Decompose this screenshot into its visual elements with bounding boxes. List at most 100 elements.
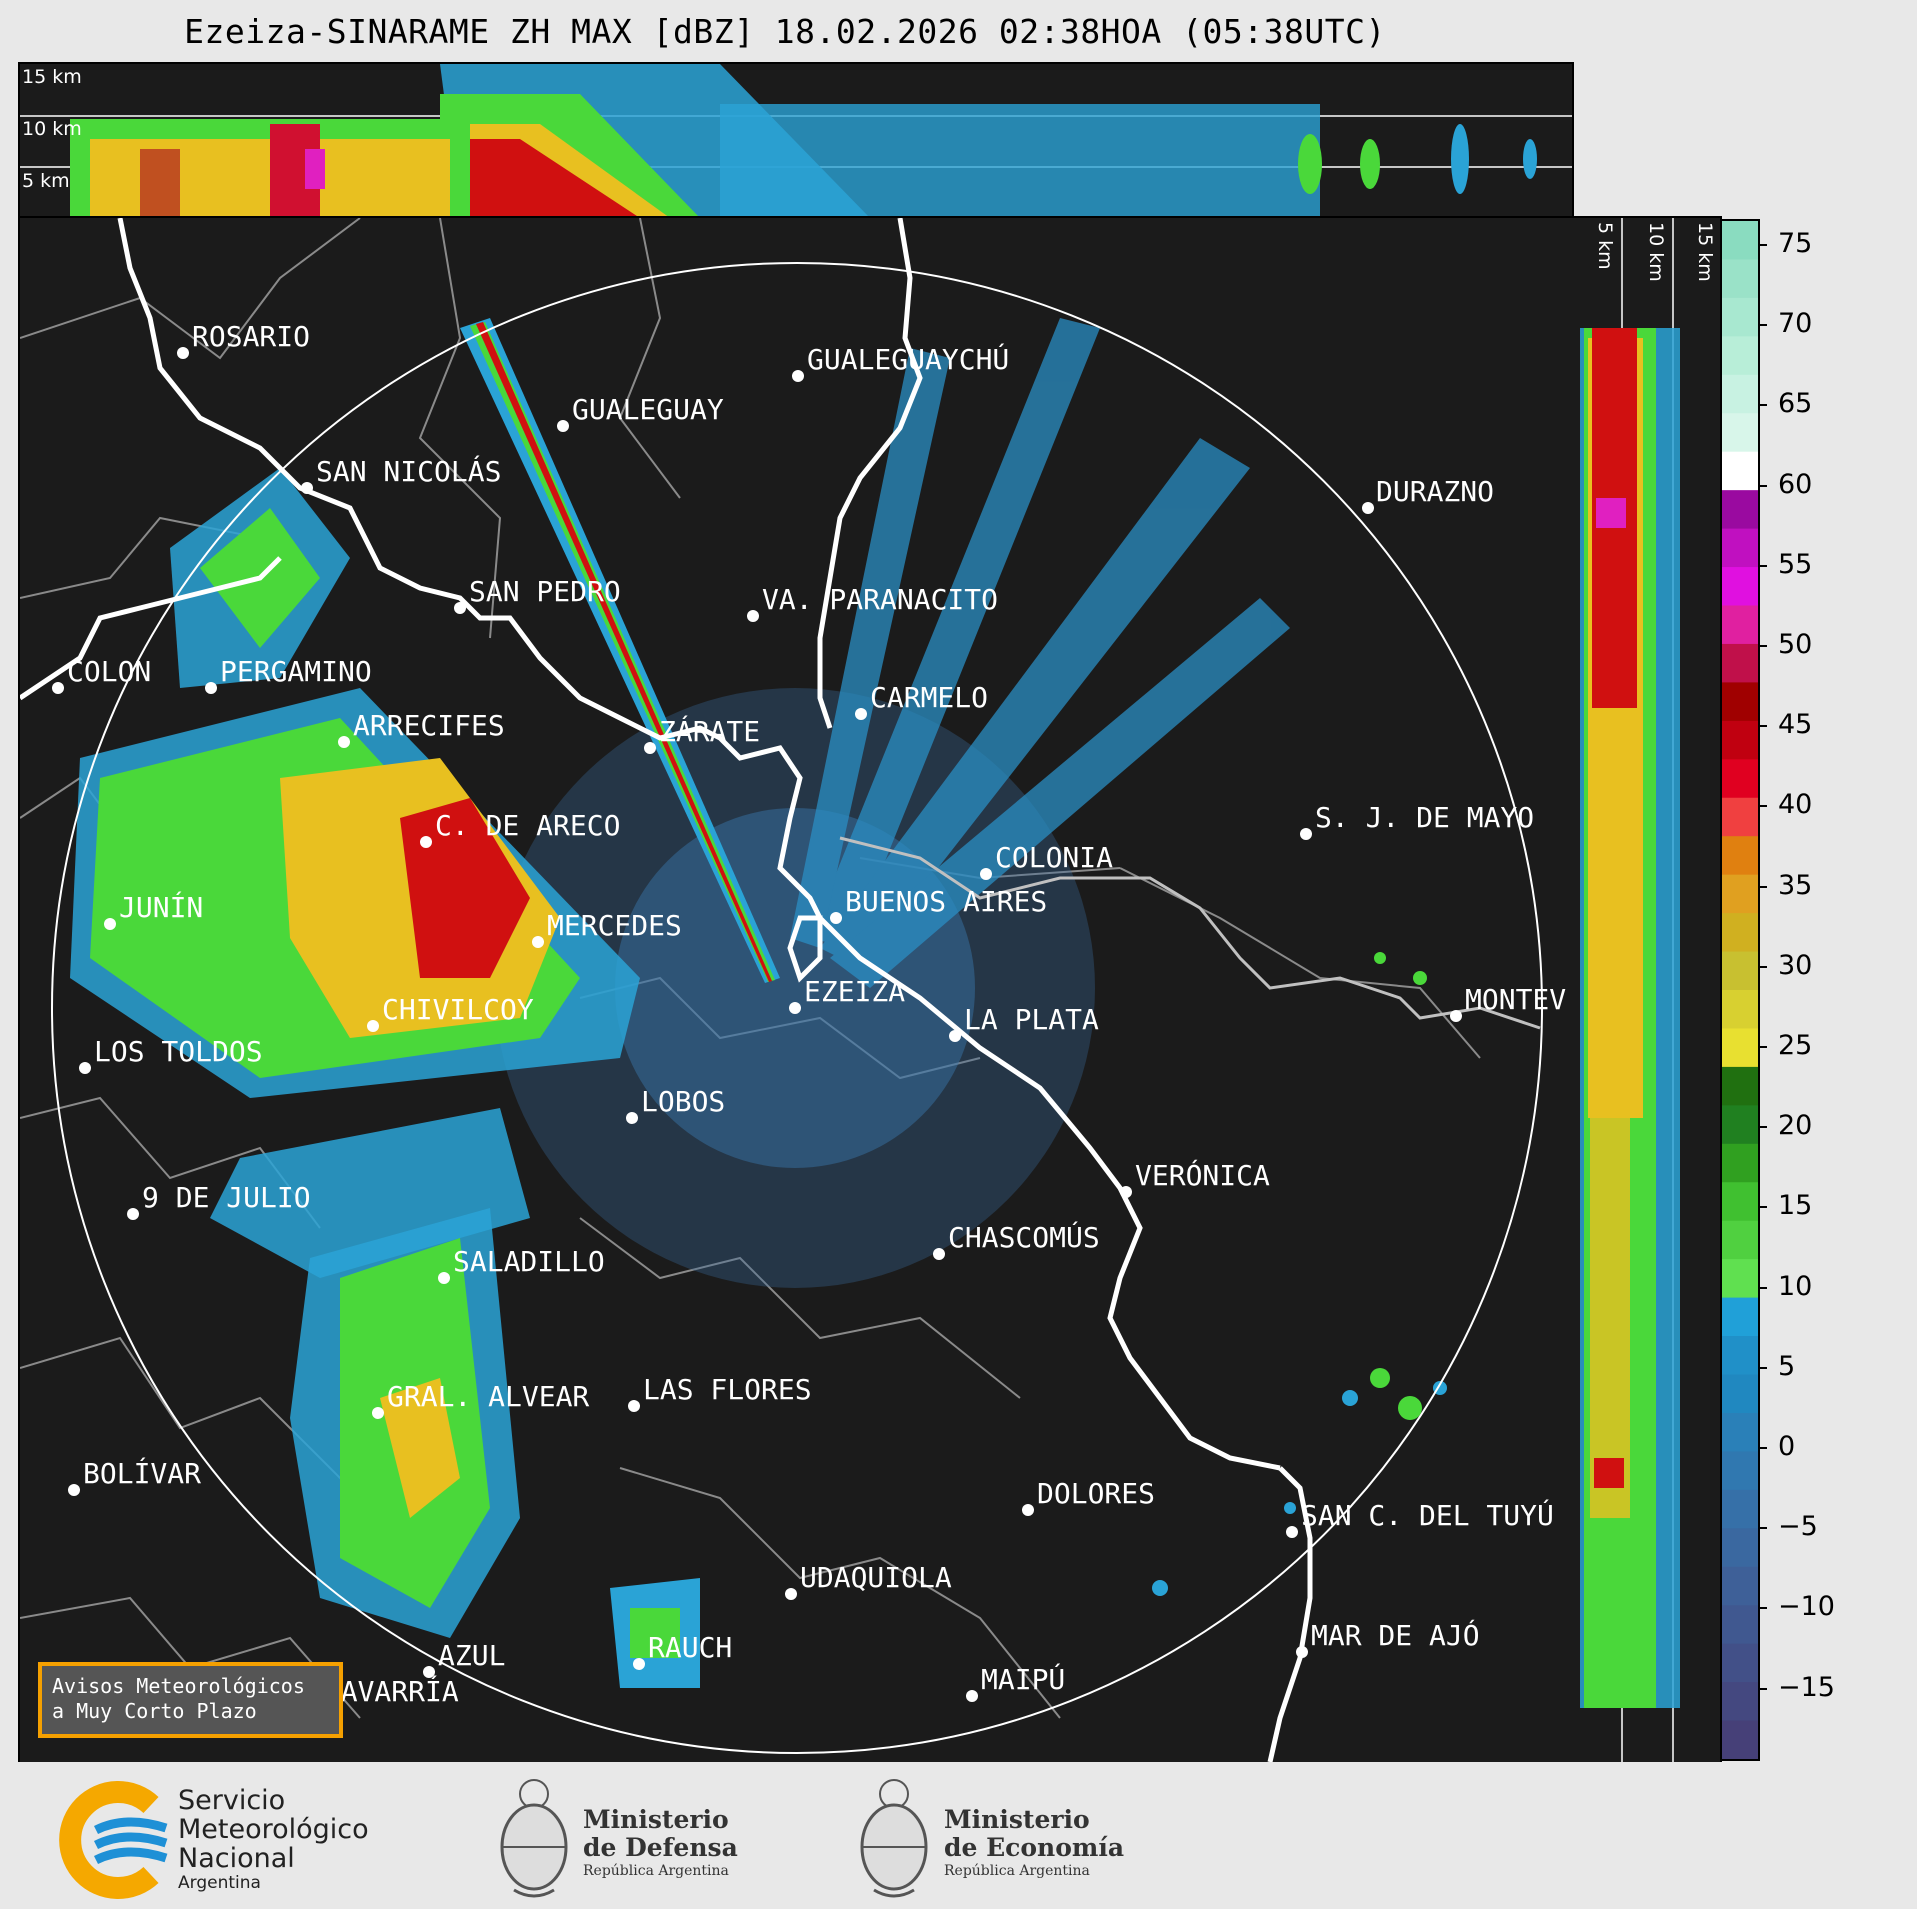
colorbar-band — [1722, 990, 1758, 1030]
smn-logo-text: Servicio Meteorológico Nacional Argentin… — [178, 1786, 369, 1893]
colorbar-band — [1722, 297, 1758, 338]
colorbar-band — [1722, 374, 1758, 415]
height-label-5km: 5 km — [22, 170, 70, 192]
coastline — [20, 218, 1313, 1762]
colorbar-tick-label: 65 — [1778, 388, 1813, 420]
smn-logo-icon — [59, 1781, 168, 1899]
city-label: MAIPÚ — [981, 1662, 1065, 1696]
city-label: LOBOS — [641, 1085, 725, 1118]
side-panel-echoes — [1580, 218, 1680, 1762]
colorbar-band — [1722, 567, 1758, 607]
colorbar-band — [1722, 874, 1758, 915]
height-label-10km: 10 km — [22, 118, 82, 140]
top-height-panel: 15 km 10 km 5 km — [18, 62, 1574, 220]
colorbar-band — [1722, 720, 1758, 761]
colorbar-tick-label: 75 — [1778, 228, 1813, 259]
city-label: SAN PEDRO — [469, 575, 621, 608]
colorbar-tick — [1758, 645, 1767, 647]
radar-map[interactable]: ROSARIO GUALEGUAYCHÚ GUALEGUAY SAN NICOL… — [18, 216, 1574, 1764]
height-label-15km-side: 15 km — [1694, 222, 1716, 282]
colorbar-band — [1722, 1605, 1758, 1645]
economia-line-1: Ministerio — [944, 1805, 1090, 1834]
city-label: LOS TOLDOS — [94, 1035, 263, 1068]
defensa-line-1: Ministerio — [583, 1805, 729, 1834]
colorbar-tick-label: 15 — [1778, 1190, 1813, 1222]
colorbar-band — [1722, 836, 1758, 876]
colorbar-band — [1722, 1720, 1758, 1760]
colorbar-band — [1722, 1336, 1758, 1376]
city-label: SAN NICOLÁS — [316, 454, 501, 488]
city-label: C. DE ARECO — [435, 809, 620, 842]
city-label: S. J. DE MAYO — [1315, 801, 1534, 834]
colorbar-tick-label: 10 — [1778, 1270, 1813, 1302]
height-label-10km-side: 10 km — [1645, 222, 1667, 282]
economia-shield-icon — [860, 1779, 928, 1898]
colorbar-tick — [1758, 1046, 1767, 1048]
colorbar-band — [1722, 682, 1758, 722]
colorbar-band — [1722, 1489, 1758, 1530]
colorbar-band — [1722, 1566, 1758, 1607]
footer: Servicio Meteorológico Nacional Argentin… — [0, 1762, 1917, 1909]
top-panel-echoes — [20, 64, 1572, 218]
city-label: CARMELO — [870, 681, 988, 714]
colorbar-tick — [1758, 1286, 1767, 1289]
colorbar-tick-label: 40 — [1778, 789, 1813, 821]
colorbar-tick-label: 5 — [1778, 1350, 1796, 1382]
colorbar-band — [1722, 759, 1758, 799]
colorbar-tick — [1758, 1126, 1767, 1129]
city-label: PERGAMINO — [220, 655, 372, 688]
city-label: LAS FLORES — [643, 1373, 812, 1406]
radar-map-svg: ROSARIO GUALEGUAYCHÚ GUALEGUAY SAN NICOL… — [20, 218, 1566, 1762]
colorbar-tick — [1758, 1447, 1767, 1449]
smn-line-2: Meteorológico — [178, 1814, 369, 1845]
nowcasting-notice[interactable]: Avisos Meteorológicos a Muy Corto Plazo — [38, 1662, 343, 1738]
colorbar-band — [1722, 1528, 1758, 1568]
colorbar-tick — [1758, 1366, 1767, 1369]
colorbar-tick — [1758, 805, 1767, 808]
colorbar-tick — [1758, 484, 1767, 487]
economia-line-3: República Argentina — [944, 1863, 1090, 1879]
colorbar-band — [1722, 1028, 1758, 1068]
colorbar-tick — [1758, 885, 1767, 888]
city-label: MONTEV — [1465, 983, 1566, 1016]
city-label: GRAL. ALVEAR — [387, 1380, 589, 1413]
city-label: AZUL — [438, 1639, 505, 1672]
colorbar-tick — [1758, 324, 1767, 327]
dbz-colorbar — [1720, 219, 1760, 1761]
colorbar-band — [1722, 797, 1758, 838]
colorbar-tick-label: 20 — [1778, 1110, 1813, 1142]
height-label-5km-side: 5 km — [1594, 222, 1616, 270]
colorbar-band — [1722, 1643, 1758, 1684]
colorbar-tick — [1758, 725, 1767, 728]
colorbar-tick-label: 55 — [1778, 548, 1813, 580]
colorbar-band — [1722, 913, 1758, 953]
city-label: GUALEGUAY — [572, 393, 724, 426]
ne-echoes — [790, 318, 1290, 988]
city-label: ZÁRATE — [659, 714, 760, 748]
city-label: ARRECIFES — [353, 709, 505, 742]
city-label: BUENOS AIRES — [845, 885, 1047, 918]
colorbar-tick — [1758, 1527, 1767, 1530]
colorbar-tick-label: 50 — [1778, 629, 1813, 660]
colorbar-band — [1722, 643, 1758, 684]
city-label: MAR DE AJÓ — [1311, 1618, 1480, 1652]
colorbar-band — [1722, 259, 1758, 299]
colorbar-band — [1722, 528, 1758, 569]
colorbar-band — [1722, 336, 1758, 376]
colorbar-band — [1722, 1143, 1758, 1184]
colorbar-band — [1722, 490, 1758, 530]
colorbar-band — [1722, 1682, 1758, 1722]
smn-line-3: Nacional — [178, 1843, 295, 1874]
city-label: DURAZNO — [1376, 475, 1494, 508]
colorbar-tick-label: 0 — [1778, 1431, 1796, 1462]
colorbar-tick — [1758, 965, 1767, 968]
colorbar-tick — [1758, 1607, 1767, 1610]
map-title: Ezeiza-SINARAME ZH MAX [dBZ] 18.02.2026 … — [184, 12, 1386, 51]
colorbar-band — [1722, 1066, 1758, 1107]
smn-line-1: Servicio — [178, 1785, 286, 1816]
city-label: ROSARIO — [192, 320, 310, 353]
colorbar-band — [1722, 1105, 1758, 1145]
colorbar-tick-label: −10 — [1778, 1591, 1835, 1623]
colorbar-band — [1722, 1451, 1758, 1491]
defensa-line-2: de Defensa — [583, 1833, 738, 1862]
